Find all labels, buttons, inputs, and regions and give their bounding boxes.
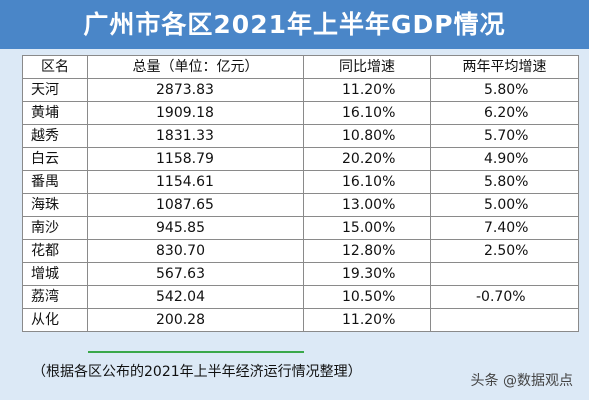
table-row: 增城 567.63 19.30% [22, 262, 579, 286]
page-title: 广州市各区2021年上半年GDP情况 [0, 0, 589, 49]
two-year-avg [430, 308, 579, 332]
table-row: 黄埔 1909.18 16.10% 6.20% [22, 101, 579, 125]
gdp-total: 1154.61 [87, 170, 304, 194]
gdp-total: 200.28 [87, 308, 304, 332]
table-header-row: 区名 总量（单位：亿元） 同比增速 两年平均增速 [22, 55, 579, 79]
yoy-growth: 16.10% [303, 170, 431, 194]
gdp-total: 1831.33 [87, 124, 304, 148]
header-two-year-avg: 两年平均增速 [430, 55, 579, 79]
district-name: 增城 [22, 262, 88, 286]
yoy-growth: 16.10% [303, 101, 431, 125]
table-row: 从化 200.28 11.20% [22, 308, 579, 332]
header-yoy-growth: 同比增速 [303, 55, 431, 79]
table-row: 越秀 1831.33 10.80% 5.70% [22, 124, 579, 148]
two-year-avg: 5.70% [430, 124, 579, 148]
gdp-total: 1909.18 [87, 101, 304, 125]
table-row: 番禺 1154.61 16.10% 5.80% [22, 170, 579, 194]
table-row: 白云 1158.79 20.20% 4.90% [22, 147, 579, 171]
header-total: 总量（单位：亿元） [87, 55, 304, 79]
header-district: 区名 [22, 55, 88, 79]
two-year-avg: 5.80% [430, 78, 579, 102]
table-row: 南沙 945.85 15.00% 7.40% [22, 216, 579, 240]
district-name: 番禺 [22, 170, 88, 194]
district-name: 花都 [22, 239, 88, 263]
table-row: 荔湾 542.04 10.50% -0.70% [22, 285, 579, 309]
yoy-growth: 13.00% [303, 193, 431, 217]
gdp-total: 1087.65 [87, 193, 304, 217]
gdp-table: 区名 总量（单位：亿元） 同比增速 两年平均增速 天河 2873.83 11.2… [22, 55, 579, 332]
yoy-growth: 11.20% [303, 308, 431, 332]
table-row: 天河 2873.83 11.20% 5.80% [22, 78, 579, 102]
district-name: 海珠 [22, 193, 88, 217]
gdp-total: 542.04 [87, 285, 304, 309]
gdp-total: 2873.83 [87, 78, 304, 102]
gdp-total: 830.70 [87, 239, 304, 263]
yoy-growth: 15.00% [303, 216, 431, 240]
yoy-growth: 10.80% [303, 124, 431, 148]
two-year-avg: 6.20% [430, 101, 579, 125]
two-year-avg: 5.00% [430, 193, 579, 217]
yoy-growth: 19.30% [303, 262, 431, 286]
district-name: 白云 [22, 147, 88, 171]
gdp-total: 567.63 [87, 262, 304, 286]
table-row: 海珠 1087.65 13.00% 5.00% [22, 193, 579, 217]
gdp-total: 1158.79 [87, 147, 304, 171]
district-name: 南沙 [22, 216, 88, 240]
gdp-total: 945.85 [87, 216, 304, 240]
yoy-growth: 10.50% [303, 285, 431, 309]
district-name: 越秀 [22, 124, 88, 148]
two-year-avg: 7.40% [430, 216, 579, 240]
two-year-avg: -0.70% [430, 285, 579, 309]
yoy-growth: 20.20% [303, 147, 431, 171]
district-name: 天河 [22, 78, 88, 102]
district-name: 荔湾 [22, 285, 88, 309]
district-name: 黄埔 [22, 101, 88, 125]
yoy-growth: 11.20% [303, 78, 431, 102]
table-row: 花都 830.70 12.80% 2.50% [22, 239, 579, 263]
district-name: 从化 [22, 308, 88, 332]
source-note: （根据各区公布的2021年上半年经济运行情况整理） [32, 364, 362, 380]
watermark: 头条 @数据观点 [470, 373, 573, 389]
selection-underline [88, 351, 304, 353]
yoy-growth: 12.80% [303, 239, 431, 263]
two-year-avg: 2.50% [430, 239, 579, 263]
two-year-avg: 5.80% [430, 170, 579, 194]
two-year-avg: 4.90% [430, 147, 579, 171]
two-year-avg [430, 262, 579, 286]
